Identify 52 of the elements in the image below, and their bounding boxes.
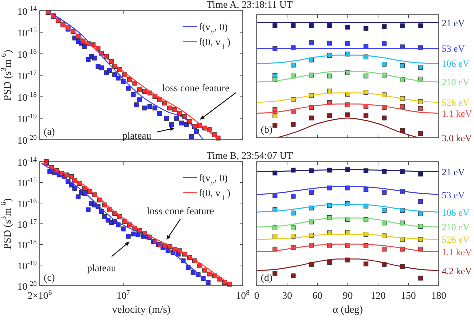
y-tick-label: 10$^{-14}$ — [18, 5, 38, 18]
y-tick-label: 10$^{-15}$ — [18, 26, 38, 40]
x-axis-title: α (deg) — [332, 305, 364, 316]
series-label: 106 eV — [442, 60, 470, 70]
chart-title: Time A, 23:18:11 UT — [207, 0, 293, 11]
series-label: 1.1 keV — [442, 110, 472, 120]
annotation: plateau — [122, 130, 152, 142]
x-tick-label: 180 — [432, 291, 446, 302]
series-label: 106 eV — [442, 208, 470, 219]
y-tick-label: 10$^{-17}$ — [18, 70, 38, 82]
x-axis-title: velocity (m/s) — [112, 305, 172, 316]
series-label: 1.1 keV — [442, 248, 472, 259]
series-label: 210 eV — [442, 224, 470, 234]
series-label: 21 eV — [442, 20, 466, 30]
text: 3.0 keV — [442, 134, 472, 144]
annotation: (a) — [44, 127, 56, 138]
y-tick-label: 10$^{-15}$ — [18, 176, 38, 190]
x-tick-label: 10$^{8}$ — [236, 289, 250, 302]
series-label: 4.2 keV — [442, 267, 472, 278]
annotation: (d) — [261, 273, 273, 284]
y-tick-label: 10$^{-19}$ — [18, 112, 38, 126]
legend-label: f(0, v$_{⊥}$) — [199, 188, 231, 202]
y-tick-label: 10$^{-16}$ — [18, 48, 38, 61]
legend-label: f(v$_{//}$, 0) — [199, 174, 228, 188]
legend-label: f(0, v$_{⊥}$) — [199, 38, 231, 52]
x-tick-label: 120 — [370, 291, 386, 302]
annotation: (c) — [44, 273, 56, 284]
y-tick-label: 10$^{-17}$ — [18, 218, 38, 231]
y-tick-label: 10$^{-16}$ — [18, 197, 38, 210]
chart-title: Time B, 23:54:07 UT — [206, 151, 294, 162]
x-tick-label: 60 — [312, 291, 323, 302]
y-tick-label: 10$^{-14}$ — [18, 156, 38, 169]
series-label: 21 eV — [442, 168, 466, 178]
y-tick-label: 10$^{-20}$ — [18, 134, 38, 147]
series-label: 526 eV — [442, 99, 470, 110]
series-label: 526 eV — [442, 236, 470, 246]
y-tick-label: 10$^{-18}$ — [18, 91, 38, 104]
annotation: plateau — [87, 263, 116, 274]
series-label: 210 eV — [442, 78, 470, 89]
x-tick-label: 0 — [254, 291, 260, 302]
series-label: 53 eV — [442, 45, 466, 56]
x-tick-label: 150 — [401, 291, 416, 302]
annotation: loss cone feature — [147, 206, 215, 218]
annotation: loss cone feature — [162, 84, 230, 95]
x-tick-label: 30 — [282, 291, 292, 302]
series-label: 53 eV — [442, 191, 466, 202]
y-tick-label: 10$^{-18}$ — [18, 238, 38, 252]
annotation: (b) — [261, 125, 273, 136]
x-tick-label: 90 — [343, 291, 353, 302]
y-tick-label: 10$^{-19}$ — [18, 259, 38, 272]
legend-label: f(v$_{//}$, 0) — [199, 22, 228, 36]
x-tick-label: 10$^{7}$ — [116, 289, 131, 302]
